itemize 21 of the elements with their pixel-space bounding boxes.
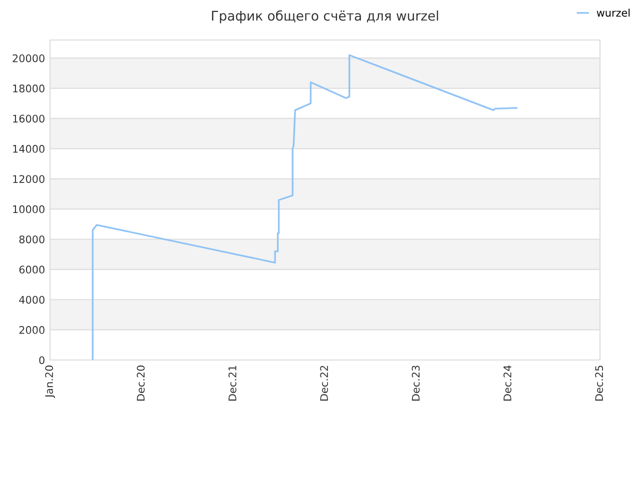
- y-tick-label: 16000: [13, 114, 44, 123]
- x-tick-label: Dec.22: [320, 366, 328, 401]
- chart-title: График общего счёта для wurzel: [212, 10, 438, 24]
- x-tick-label: Dec.21: [228, 366, 236, 401]
- x-tick-label: Dec.23: [412, 366, 420, 401]
- x-tick-label: Dec.24: [503, 365, 512, 401]
- y-tick-label: 10000: [13, 205, 44, 214]
- line-series: [92, 54, 518, 360]
- y-tick-label: 2000: [19, 326, 44, 334]
- y-tick-label: 6000: [19, 266, 44, 274]
- x-tick-label: Dec.20: [136, 366, 145, 401]
- x-tick-label: Dec.25: [595, 366, 604, 401]
- y-tick-label: 18000: [13, 84, 44, 92]
- y-tick-label: 4000: [19, 296, 44, 304]
- y-tick-label: 20000: [12, 54, 44, 62]
- y-tick-label: 8000: [19, 235, 44, 244]
- y-tick-label: 12000: [13, 175, 44, 183]
- y-tick-label: 14000: [13, 144, 44, 153]
- x-tick-label: Jan.20: [45, 366, 55, 398]
- legend-label: wurzel: [596, 8, 630, 17]
- y-tick-label: 0: [39, 356, 44, 364]
